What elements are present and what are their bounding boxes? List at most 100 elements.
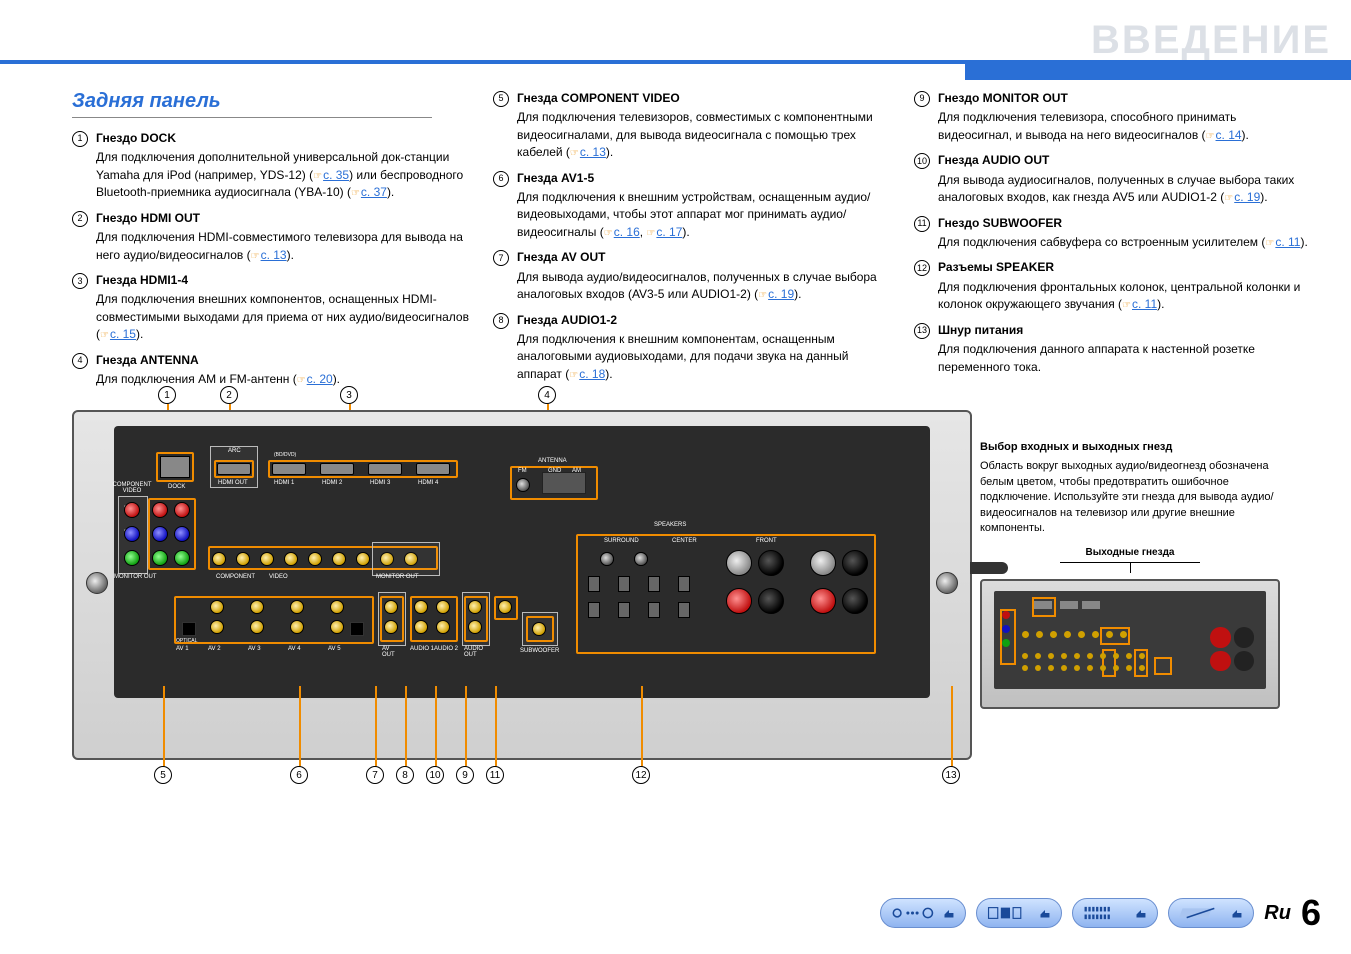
- callout-line: [163, 686, 165, 766]
- mini-jack: [1113, 665, 1119, 671]
- page-link[interactable]: с. 19: [768, 287, 794, 301]
- mini-jack: [1078, 631, 1085, 638]
- item-body: Гнезда ANTENNAДля подключения АМ и FM-ан…: [96, 352, 469, 389]
- column-2: 5Гнезда COMPONENT VIDEOДля подключения т…: [493, 90, 890, 397]
- item-body: Гнездо HDMI OUTДля подключения HDMI-совм…: [96, 210, 469, 264]
- desc-item: 6 Гнезда AV1-5Для подключения к внешним у…: [493, 170, 890, 242]
- column-1: Задняя панель 1Гнездо DOCKДля подключени…: [72, 90, 469, 397]
- desc-item: 2 Гнездо HDMI OUTДля подключения HDMI-сов…: [72, 210, 469, 264]
- return-icon: [1039, 904, 1051, 922]
- item-title: Гнездо SUBWOOFER: [938, 215, 1311, 232]
- item-number: 3: [72, 273, 88, 289]
- speaker-clip: [678, 602, 690, 618]
- page-link[interactable]: с. 11: [1275, 235, 1300, 249]
- callout-circle: 10: [426, 766, 444, 784]
- page-link[interactable]: с. 16: [614, 225, 640, 239]
- mini-jack: [1035, 665, 1041, 671]
- page-link[interactable]: с. 18: [579, 367, 605, 381]
- av-jack: [290, 620, 304, 634]
- callout-line: [951, 686, 953, 766]
- item-body: Гнезда AUDIO OUTДля вывода аудиосигналов…: [938, 152, 1311, 206]
- comp2-pr: [174, 502, 190, 518]
- speaker-clip: [618, 576, 630, 592]
- pager-icon: [1179, 904, 1225, 922]
- speaker-clip: [648, 576, 660, 592]
- chassis-screw: [936, 572, 958, 594]
- label-hdmi3: HDMI 3: [370, 480, 390, 486]
- label-fm: FM: [518, 468, 527, 474]
- page-link[interactable]: с. 15: [110, 327, 136, 341]
- item-body: Гнезда AUDIO1-2Для подключения к внешним…: [517, 312, 890, 384]
- chassis-screw: [86, 572, 108, 594]
- mini-panel: [980, 579, 1280, 709]
- callout-circle: 6: [290, 766, 308, 784]
- item-number: 8: [493, 313, 509, 329]
- av-jack: [250, 600, 264, 614]
- item-number: 6: [493, 171, 509, 187]
- page-link[interactable]: с. 17: [656, 225, 682, 239]
- item-desc: Для подключения данного аппарата к насте…: [938, 341, 1311, 376]
- item-desc: Для подключения HDMI-совместимого телеви…: [96, 229, 469, 264]
- label-speakers: SPEAKERS: [654, 522, 686, 528]
- mini-jack: [1048, 653, 1054, 659]
- binding-post: [726, 550, 752, 576]
- fm-jack: [516, 478, 530, 492]
- link-icon: ☞: [1122, 300, 1131, 311]
- panel-inner: DOCK ARC HDMI OUT HDMI 1 (BD/DVD) HDMI 2…: [114, 426, 930, 698]
- video-jack: [236, 552, 250, 566]
- comp-pb: [152, 526, 168, 542]
- callout-circle: 8: [396, 766, 414, 784]
- callout-circle: 13: [942, 766, 960, 784]
- pager-icon: [891, 904, 937, 922]
- page-link[interactable]: с. 14: [1216, 128, 1242, 142]
- section-title: Задняя панель: [72, 90, 432, 118]
- pager-btn-4[interactable]: [1168, 898, 1254, 928]
- desc-item: 10Гнезда AUDIO OUTДля вывода аудиосигнал…: [914, 152, 1311, 206]
- sidebox-sub: Выходные гнезда: [980, 546, 1280, 560]
- return-icon: [943, 904, 955, 922]
- page-link[interactable]: с. 19: [1234, 190, 1260, 204]
- pager-btn-1[interactable]: [880, 898, 966, 928]
- callout-circle: 5: [154, 766, 172, 784]
- page-link[interactable]: с. 35: [323, 168, 349, 182]
- item-title: Гнезда COMPONENT VIDEO: [517, 90, 890, 107]
- mon-y: [124, 550, 140, 566]
- av-jack: [250, 620, 264, 634]
- label-hdmi1: HDMI 1: [274, 480, 294, 486]
- mini-panel-inner: [994, 591, 1266, 689]
- speaker-clip: [618, 602, 630, 618]
- page-link[interactable]: с. 37: [361, 185, 387, 199]
- callout-circle: 2: [220, 386, 238, 404]
- item-number: 4: [72, 353, 88, 369]
- item-title: Гнезда AV1-5: [517, 170, 890, 187]
- pager-btn-3[interactable]: [1072, 898, 1158, 928]
- item-number: 1: [72, 131, 88, 147]
- am-terminal: [542, 472, 586, 494]
- callout-circle: 4: [538, 386, 556, 404]
- item-number: 2: [72, 211, 88, 227]
- page-link[interactable]: с. 20: [307, 372, 333, 386]
- pager-icon: [987, 904, 1033, 922]
- item-number: 12: [914, 260, 930, 276]
- video-jack: [260, 552, 274, 566]
- speaker-clip: [648, 602, 660, 618]
- sidebox-body: Область вокруг выходных аудио/видеогнезд…: [980, 459, 1280, 536]
- pager-btn-2[interactable]: [976, 898, 1062, 928]
- page-link[interactable]: с. 13: [261, 248, 287, 262]
- item-title: Шнур питания: [938, 322, 1311, 339]
- callout-line: [375, 686, 377, 766]
- link-icon: ☞: [604, 228, 613, 239]
- item-body: Гнезда AV1-5Для подключения к внешним ус…: [517, 170, 890, 242]
- sidebox-title: Выбор входных и выходных гнезд: [980, 440, 1280, 455]
- label-hdmi4: HDMI 4: [418, 480, 438, 486]
- mini-jack: [1022, 665, 1028, 671]
- label-antenna: ANTENNA: [538, 458, 567, 464]
- page-link[interactable]: с. 11: [1132, 297, 1157, 311]
- page-link[interactable]: с. 13: [580, 145, 606, 159]
- hdmi2-port: [320, 463, 354, 475]
- sidebox-pointer: [1130, 563, 1131, 573]
- av-jack: [210, 620, 224, 634]
- callout-row-bottom: 5678109111213: [72, 766, 972, 786]
- link-icon: ☞: [100, 330, 109, 341]
- desc-item: 3Гнезда HDMI1-4Для подключения внешних к…: [72, 272, 469, 344]
